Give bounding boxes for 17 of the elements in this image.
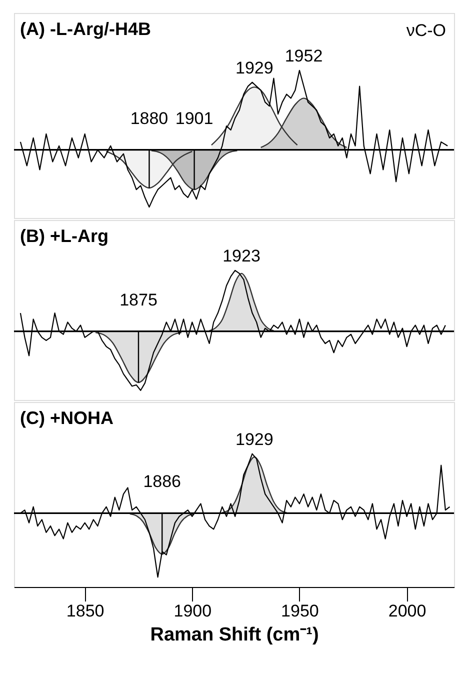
x-tick-label: 1850 [66,602,104,620]
x-tick-label: 1900 [174,602,212,620]
text: νC-O [406,21,446,40]
x-tick-label: 2000 [388,602,426,620]
x-tick-label: 1950 [281,602,319,620]
annotation: 1880 [130,108,168,128]
annotation: 1875 [120,290,158,310]
chart-title: (C) +NOHA [20,408,114,428]
annotation: 1952 [284,46,323,66]
x-axis-title: Raman Shift (cm⁻¹) [150,624,319,646]
annotation: 1929 [235,430,274,449]
annotation: 1901 [175,108,214,128]
chart-title: (B) +L-Arg [20,226,108,246]
annotation: 1886 [143,472,182,492]
annotation: 1923 [222,246,260,266]
chart-title: (A) -L-Arg/-H4B [20,19,151,39]
annotation: 1929 [235,58,274,78]
